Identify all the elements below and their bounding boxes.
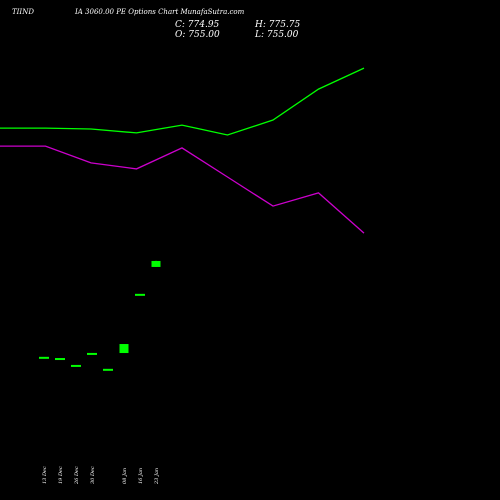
ohlc-low: L: 755.00 (254, 30, 299, 40)
line-series (0, 67, 365, 136)
candle-body (87, 352, 97, 355)
ohlc-high: H: 775.75 (254, 20, 301, 30)
ohlc-open: O: 755.00 (175, 30, 220, 40)
candle-body (39, 356, 49, 359)
chart-title: TIIND (12, 8, 34, 16)
x-tick-label: 23 Jan (154, 468, 160, 485)
x-tick-label: 13 Dec (42, 466, 48, 484)
line-series (0, 145, 365, 234)
x-tick-label: 08 Jan (122, 468, 128, 484)
ohlc-close: C: 774.95 (175, 20, 220, 30)
x-tick-label: 26 Dec (74, 466, 80, 485)
candle-body (119, 344, 129, 354)
candle-body (151, 260, 161, 267)
x-tick-label: 19 Dec (58, 466, 64, 484)
candle-body (135, 293, 145, 296)
candle-body (103, 368, 113, 371)
x-tick-label: 16 Jan (138, 468, 144, 484)
candle-body (55, 358, 65, 361)
candle-body (71, 364, 81, 367)
x-tick-label: 30 Dec (90, 466, 96, 484)
chart-subtitle: IA 3060.00 PE Options Chart MunafaSutra.… (74, 8, 245, 16)
